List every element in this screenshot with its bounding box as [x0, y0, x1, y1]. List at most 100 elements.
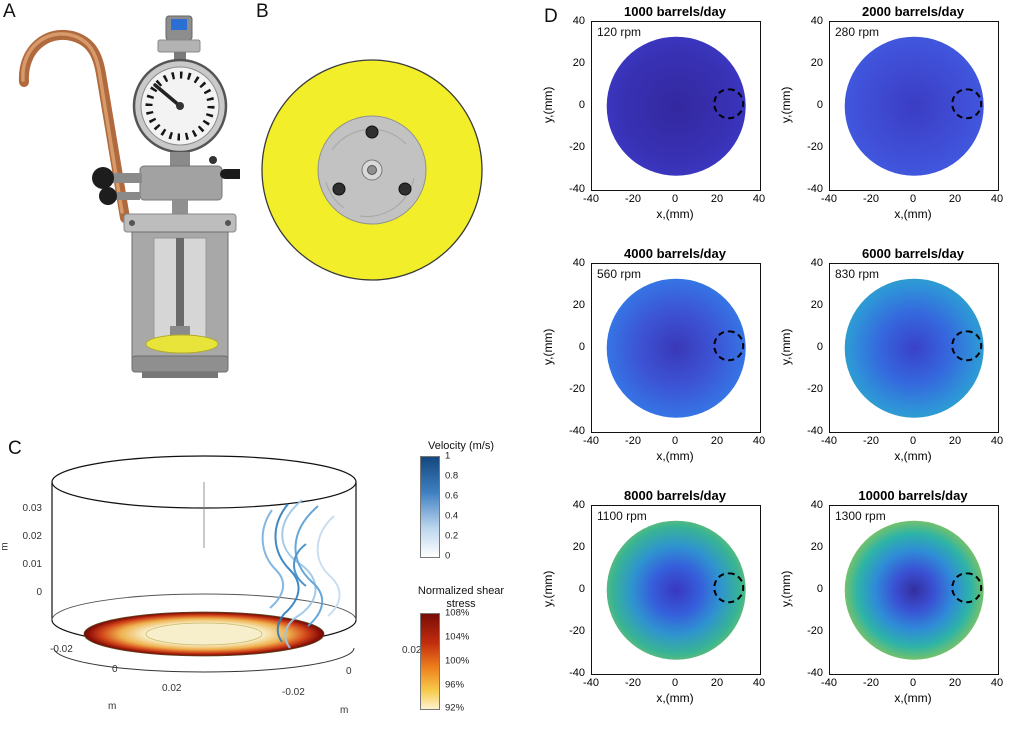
- x-axis-ticks: -40 -20 0 20 40: [583, 193, 765, 206]
- y-tick: -20: [569, 625, 585, 637]
- heatmap-plot-area: 830 rpm: [829, 263, 999, 433]
- x-tick: -40: [821, 435, 837, 447]
- flowrate-subplot: 10000 barrels/day y,(mm) 40 20 0 -20 -40…: [779, 488, 1021, 730]
- shear-colorbar-title-line1: Normalized shear: [417, 585, 505, 597]
- subplot-title: 8000 barrels/day: [624, 488, 726, 503]
- y-axis-ticks: 40 20 0 -20 -40: [557, 257, 587, 437]
- shear-colorbar-title-line2: stress: [446, 597, 476, 610]
- x-tick: -40: [583, 193, 599, 205]
- x-axis-label: x,(mm): [656, 207, 694, 221]
- y-tick: 0: [578, 583, 585, 595]
- subplot-title: 2000 barrels/day: [862, 4, 964, 19]
- z-tick: 0.01: [22, 559, 42, 570]
- probe-dashed-circle: [950, 330, 983, 362]
- valve-handle-lower: [99, 187, 117, 205]
- flowrate-subplot: 1000 barrels/day y,(mm) 40 20 0 -20 -40 …: [541, 4, 783, 246]
- x-tick: 40: [990, 677, 1004, 689]
- heatmap-plot-area: 560 rpm: [591, 263, 761, 433]
- x-tick: -20: [625, 677, 641, 689]
- x-tick: -40: [821, 677, 837, 689]
- pressure-gauge: [132, 58, 228, 154]
- y-tick: -40: [569, 425, 585, 437]
- x-tick: -20: [863, 677, 879, 689]
- y-axis-ticks: 40 20 0 -20 -40: [795, 499, 825, 679]
- x-tick: -40: [583, 677, 599, 689]
- x-tick: -20: [625, 193, 641, 205]
- flowrate-subplot: 2000 barrels/day y,(mm) 40 20 0 -20 -40 …: [779, 4, 1021, 246]
- subplot-title: 6000 barrels/day: [862, 246, 964, 261]
- flowrate-subplot: 8000 barrels/day y,(mm) 40 20 0 -20 -40 …: [541, 488, 783, 730]
- bolt-left: [332, 182, 346, 196]
- probe-dashed-circle: [950, 572, 983, 604]
- y-tick: 40: [572, 15, 585, 27]
- probe-dashed-circle: [712, 572, 745, 604]
- y-tick: 40: [572, 499, 585, 511]
- flowrate-subplot: 4000 barrels/day y,(mm) 40 20 0 -20 -40 …: [541, 246, 783, 488]
- rpm-annotation: 280 rpm: [835, 25, 880, 39]
- x-axis-label: x,(mm): [656, 691, 694, 705]
- y-tick: -20: [807, 625, 823, 637]
- x-tick: 0: [909, 193, 917, 205]
- y-axis-label: y,(mm): [541, 328, 555, 366]
- x-tick: 40: [752, 435, 766, 447]
- x-tick: 0: [671, 435, 679, 447]
- x-tick: 20: [710, 193, 724, 205]
- x-axis-ticks: -40 -20 0 20 40: [821, 193, 1003, 206]
- top-sensor: [157, 15, 201, 62]
- shear-colorbar: Normalized shear stress 108% 104% 100% 9…: [406, 585, 516, 714]
- probe-dashed-circle: [712, 88, 745, 120]
- y-axis-ticks: 40 20 0 -20 -40: [557, 499, 587, 679]
- shear-colorbar-ticks: 108% 104% 100% 96% 92%: [445, 607, 470, 714]
- panel-d-label: D: [544, 6, 558, 27]
- panel-b-label: B: [256, 1, 269, 22]
- shear-stress-floor: [53, 611, 355, 673]
- y-tick: 20: [810, 57, 823, 69]
- clamp-ring: [123, 213, 237, 233]
- x-axis-unit: m: [108, 701, 117, 712]
- apparatus-illustration: [18, 15, 240, 378]
- x-tick: 0: [909, 435, 917, 447]
- x-tick: 20: [948, 435, 962, 447]
- rpm-annotation: 1100 rpm: [597, 509, 647, 523]
- y-tick: -40: [807, 667, 823, 679]
- x-tick: 20: [710, 435, 724, 447]
- heatmap-plot-area: 120 rpm: [591, 21, 761, 191]
- y-axis-ticks: 40 20 0 -20 -40: [795, 15, 825, 195]
- z-tick: 0.03: [22, 503, 42, 514]
- y-axis-label: y,(mm): [541, 86, 555, 124]
- panel-a-label: A: [3, 1, 16, 22]
- y-tick: 0: [816, 583, 823, 595]
- y-tick: -40: [807, 425, 823, 437]
- vessel-body: [131, 231, 229, 378]
- x-tick: 40: [752, 193, 766, 205]
- gauge-needle: [153, 83, 182, 108]
- velocity-colorbar: Velocity (m/s) 1 0.8 0.6 0.4 0.2 0: [406, 440, 516, 561]
- x-tick: 0: [909, 677, 917, 689]
- y-axis-label: y,(mm): [541, 570, 555, 608]
- x-tick: -40: [583, 435, 599, 447]
- x-axis-ticks: -40 -20 0 20 40: [821, 677, 1003, 690]
- x-axis-label: x,(mm): [656, 449, 694, 463]
- x-tick: 0: [671, 193, 679, 205]
- valve-handle-left: [92, 167, 114, 189]
- y-tick: 40: [572, 257, 585, 269]
- x-axis-tick: 0.02: [162, 683, 182, 694]
- valve-handle-right: [220, 169, 240, 179]
- y-tick: 0: [578, 341, 585, 353]
- x-axis-tick: -0.02: [50, 644, 73, 655]
- y-tick: 20: [572, 57, 585, 69]
- y-axis-tick: 0: [346, 666, 352, 677]
- velocity-streamlines: [261, 499, 341, 649]
- x-axis-ticks: -40 -20 0 20 40: [821, 435, 1003, 448]
- rpm-annotation: 120 rpm: [597, 25, 642, 39]
- z-tick: 0.02: [22, 531, 42, 542]
- y-axis-unit: m: [340, 705, 349, 716]
- x-tick: 40: [752, 677, 766, 689]
- heatmap-plot-area: 280 rpm: [829, 21, 999, 191]
- probe-dashed-circle: [712, 330, 745, 362]
- x-tick: 40: [990, 435, 1004, 447]
- x-tick: -20: [863, 435, 879, 447]
- bolt-right: [398, 182, 412, 196]
- x-tick: -20: [863, 193, 879, 205]
- panel-c: 0.03 0.02 0.01 0 m -0.02 0 0.02 m -0.02 …: [0, 437, 522, 733]
